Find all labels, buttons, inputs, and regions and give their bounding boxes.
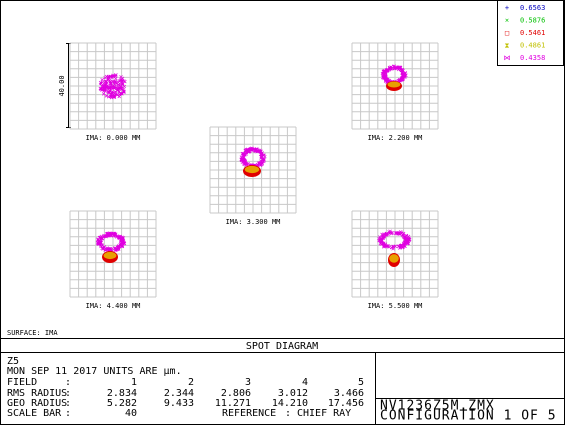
legend-label: 0.5876	[520, 17, 545, 25]
surface-label: SURFACE: IMA	[7, 329, 58, 337]
legend-label: 0.5461	[520, 29, 545, 37]
field-label: IMA: 2.200 MM	[368, 134, 423, 142]
separator: :	[65, 398, 71, 409]
file-name: NV1236Z5M.ZMX	[380, 399, 495, 414]
row-value: 1	[131, 377, 137, 388]
field-label: IMA: 5.500 MM	[368, 302, 423, 310]
row-value: 14.210	[272, 398, 308, 409]
row-value: 17.456	[328, 398, 364, 409]
row-value: 4	[302, 377, 308, 388]
field-label: IMA: 0.000 MM	[86, 134, 141, 142]
legend-label: 0.6563	[520, 4, 545, 12]
row-value: 3.012	[278, 388, 308, 399]
row-value: 2.344	[164, 388, 194, 399]
row-label: REFERENCE	[222, 408, 276, 419]
row-value: 2.834	[107, 388, 137, 399]
date-units: MON SEP 11 2017 UNITS ARE µm.	[7, 366, 182, 377]
lens-name: Z5	[7, 356, 19, 367]
row-value: 3.466	[334, 388, 364, 399]
spot-core	[389, 254, 399, 263]
row-label: RMS RADIUS	[7, 388, 67, 399]
row-value: 3	[245, 377, 251, 388]
separator: :	[65, 377, 71, 388]
field-label: IMA: 3.300 MM	[226, 218, 281, 226]
spot-pattern	[380, 64, 408, 86]
legend-box	[497, 0, 564, 66]
row-label: FIELD	[7, 377, 37, 388]
separator: :	[65, 388, 71, 399]
row-value: 2.806	[221, 388, 251, 399]
row-label: GEO RADIUS	[7, 398, 67, 409]
legend-symbol: ×	[505, 17, 509, 25]
separator: :	[65, 408, 71, 419]
row-label: SCALE BAR	[7, 408, 62, 419]
row-value: 40	[125, 408, 137, 419]
spot-pattern	[95, 231, 127, 253]
spot-pattern	[377, 229, 412, 251]
configuration: CONFIGURATION 1 OF 5	[380, 409, 557, 424]
row-value: CHIEF RAY	[297, 408, 351, 419]
row-value: 5	[358, 377, 364, 388]
spot-core	[244, 165, 260, 174]
scale-bar-label: 40.00	[58, 75, 66, 96]
legend-symbol: □	[505, 29, 509, 37]
row-value: 9.433	[164, 398, 194, 409]
spot-pattern	[98, 73, 127, 100]
legend-symbol: ⋈	[504, 54, 511, 62]
title: SPOT DIAGRAM	[246, 341, 318, 352]
spot-core	[103, 251, 117, 260]
separator: :	[285, 408, 291, 419]
row-value: 5.282	[107, 398, 137, 409]
legend-label: 0.4861	[520, 42, 545, 50]
field-label: IMA: 4.400 MM	[86, 302, 141, 310]
row-value: 11.271	[215, 398, 251, 409]
legend-symbol: +	[505, 4, 509, 12]
row-value: 2	[188, 377, 194, 388]
legend-symbol: ⧗	[505, 42, 510, 50]
spot-core	[387, 81, 401, 88]
legend-label: 0.4358	[520, 54, 545, 62]
